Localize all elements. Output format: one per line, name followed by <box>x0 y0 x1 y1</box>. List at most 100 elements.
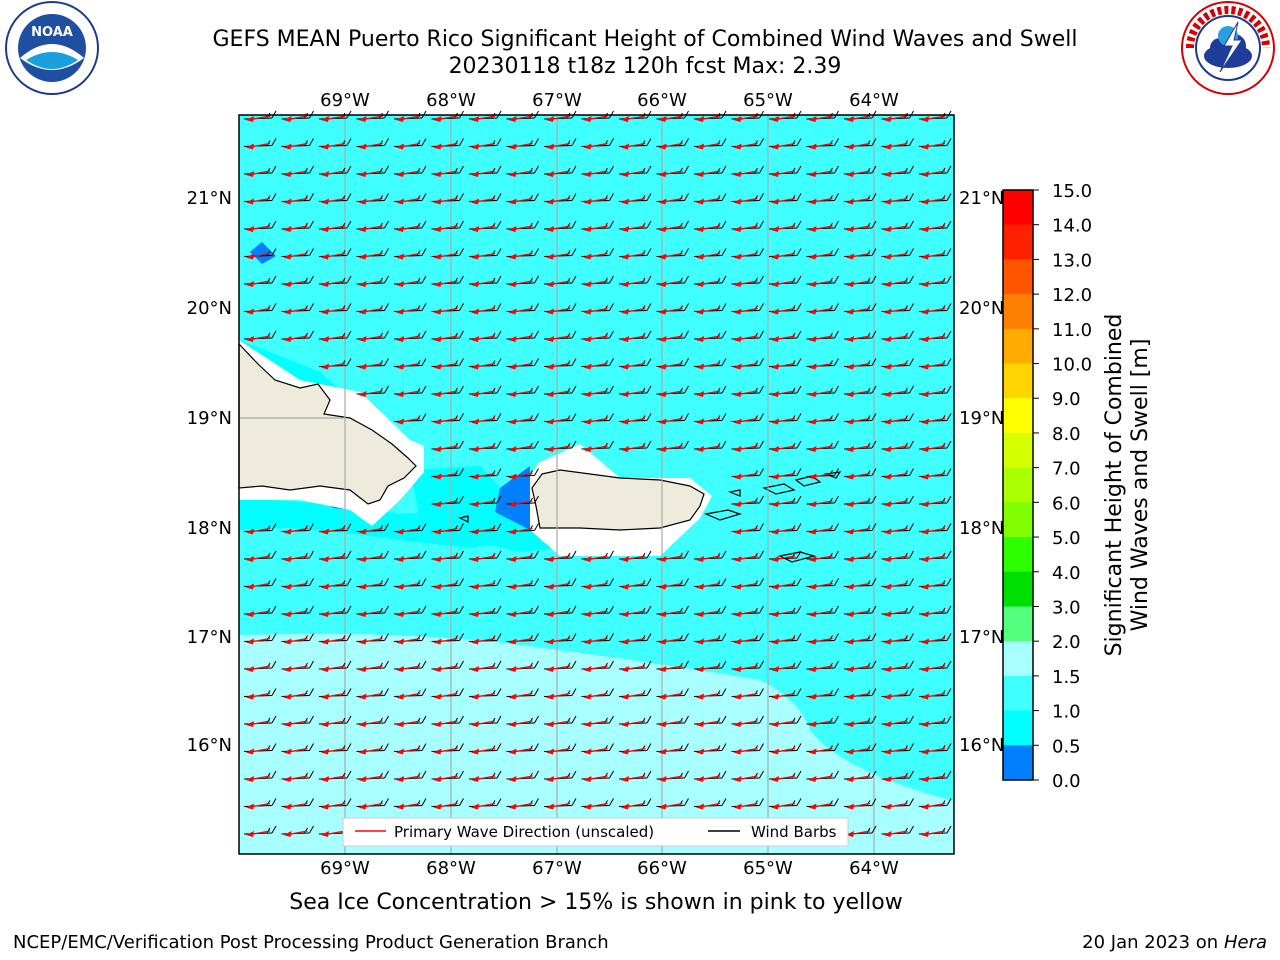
wave-arrow <box>396 390 421 397</box>
wave-arrow <box>508 307 533 315</box>
wave-arrow <box>733 665 758 672</box>
wave-arrow <box>433 472 458 480</box>
wave-arrow <box>246 665 271 672</box>
wave-arrow <box>883 610 908 617</box>
wave-arrow <box>471 665 496 672</box>
wave-arrow <box>921 637 946 645</box>
wave-arrow <box>396 692 421 700</box>
wave-arrow <box>471 115 496 122</box>
colorbar-tick-label: 6.0 <box>1052 493 1081 514</box>
wave-arrow <box>696 802 721 810</box>
wave-arrow <box>433 252 458 260</box>
wave-arrow <box>433 170 458 177</box>
wave-arrow <box>696 417 721 425</box>
wave-arrow <box>658 747 683 755</box>
wave-arrow <box>546 417 571 425</box>
wave-arrow <box>883 527 908 535</box>
wave-arrow <box>733 417 758 425</box>
wave-arrow <box>621 555 646 562</box>
wave-arrow <box>546 637 571 645</box>
footer-date: 20 Jan 2023 on Hera <box>1082 932 1267 953</box>
wave-arrow <box>283 252 308 260</box>
wave-arrow <box>246 720 271 727</box>
wave-arrow <box>396 775 421 782</box>
wave-arrow <box>733 445 758 452</box>
wave-arrow <box>358 665 383 672</box>
wave-arrow <box>658 582 683 590</box>
lon-tick-label-top: 64°W <box>849 90 899 111</box>
wave-arrow <box>546 280 571 287</box>
wave-arrow <box>621 582 646 590</box>
wave-arrow <box>846 500 871 507</box>
wave-arrow <box>396 225 421 232</box>
wave-arrow <box>358 252 383 260</box>
wave-arrow <box>921 527 946 535</box>
colorbar-label-line2: Wind Waves and Swell [m] <box>1128 338 1153 632</box>
colorbar-segment <box>1003 224 1033 260</box>
map-frame <box>238 114 955 855</box>
legend-wave-direction-label: Primary Wave Direction (unscaled) <box>394 823 654 841</box>
wave-arrow <box>283 142 308 150</box>
wave-arrow <box>921 555 946 562</box>
wave-arrow <box>546 335 571 342</box>
wave-arrow <box>546 555 571 562</box>
wave-arrow <box>246 527 271 535</box>
wave-arrow <box>696 142 721 150</box>
wave-arrow <box>621 610 646 617</box>
wave-arrow <box>733 555 758 562</box>
wave-arrow <box>583 362 608 370</box>
wave-arrow <box>658 610 683 617</box>
wave-arrow <box>696 280 721 287</box>
wave-arrow <box>433 445 458 452</box>
wave-arrow <box>396 527 421 535</box>
wave-arrow <box>508 115 533 122</box>
lat-tick-label-right: 16°N <box>959 735 1004 756</box>
wave-arrow <box>471 390 496 397</box>
wave-arrow <box>883 390 908 397</box>
wave-arrow <box>733 610 758 617</box>
wave-arrow <box>883 830 908 837</box>
wave-arrow <box>358 802 383 810</box>
wave-arrow <box>658 307 683 315</box>
wave-arrow <box>433 197 458 205</box>
lowest-wave-region-mona <box>495 466 530 530</box>
wave-arrow <box>808 720 833 727</box>
wave-arrow <box>471 280 496 287</box>
colorbar-segment <box>1003 294 1033 330</box>
colorbar-tick-label: 4.0 <box>1052 563 1081 584</box>
wave-arrow <box>808 692 833 700</box>
lowest-wave-spot-north <box>250 242 276 264</box>
wave-arrow <box>733 802 758 810</box>
wave-arrow <box>921 692 946 700</box>
footer-date-text: 20 Jan 2023 on <box>1082 932 1224 953</box>
wave-arrow <box>283 802 308 810</box>
wave-arrow <box>358 555 383 562</box>
wave-arrow <box>546 610 571 617</box>
wave-arrow <box>358 390 383 397</box>
wave-arrow <box>808 527 833 535</box>
wave-arrow <box>771 665 796 672</box>
wave-arrow <box>321 637 346 645</box>
wave-arrow <box>658 692 683 700</box>
wave-arrow <box>433 720 458 727</box>
wave-arrow <box>508 665 533 672</box>
wave-arrow <box>846 142 871 150</box>
wave-arrow <box>321 747 346 755</box>
wave-arrow <box>696 445 721 452</box>
wave-arrow <box>808 280 833 287</box>
wave-arrow <box>846 802 871 810</box>
wave-arrow <box>358 582 383 590</box>
wave-arrow <box>471 170 496 177</box>
wave-arrow <box>621 142 646 150</box>
lat-tick-label-right: 17°N <box>959 627 1004 648</box>
wave-arrow <box>246 142 271 150</box>
wave-arrow <box>921 197 946 205</box>
wave-arrow <box>921 500 946 507</box>
wave-arrow <box>771 527 796 535</box>
wave-arrow <box>396 417 421 425</box>
wave-arrow <box>358 637 383 645</box>
wave-arrow <box>846 555 871 562</box>
wave-arrow <box>883 637 908 645</box>
wave-arrow <box>846 115 871 122</box>
wave-arrow <box>508 527 533 535</box>
